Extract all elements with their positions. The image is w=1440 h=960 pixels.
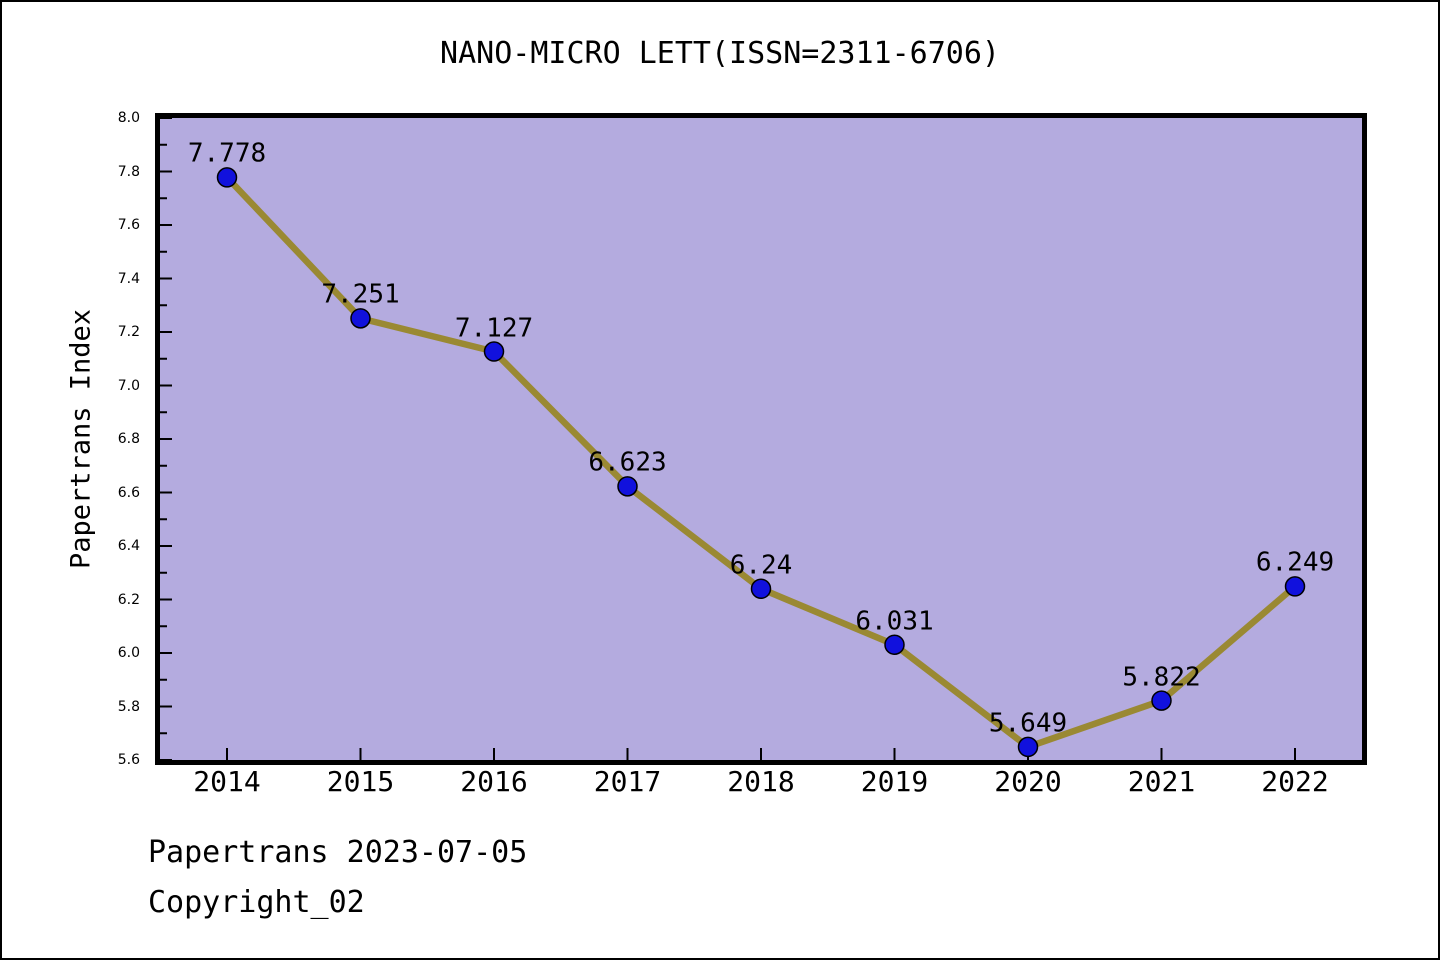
data-point-label: 6.031 — [855, 606, 934, 637]
data-point-marker — [617, 476, 638, 497]
y-tick-label: 6.4 — [117, 538, 140, 554]
y-tick-label: 5.6 — [117, 752, 140, 768]
data-point-label: 7.778 — [187, 139, 267, 170]
x-axis-tick-labels: 2014 2015 2016 2017 2018 2019 2020 2021 2022 — [160, 765, 1362, 807]
data-point-marker — [216, 167, 238, 188]
data-point-label: 6.623 — [588, 448, 667, 479]
data-point-label: 7.127 — [454, 313, 534, 344]
y-tick-label: 7.0 — [117, 377, 140, 394]
x-tick-label: 2017 — [593, 765, 662, 798]
data-point-marker — [1284, 576, 1306, 597]
y-tick-label: 7.6 — [117, 217, 140, 233]
y-tick-label: 7.2 — [117, 324, 140, 340]
y-tick-label: 5.8 — [117, 698, 140, 715]
plot-area: 7.778 7.251 7.127 6.623 6.24 6.031 5.649 5.822 6… — [155, 113, 1367, 765]
data-point-label: 6.24 — [729, 550, 793, 581]
data-point-marker — [1151, 690, 1172, 711]
x-tick-label: 2021 — [1127, 765, 1196, 798]
y-tick-label: 6.6 — [117, 484, 140, 501]
y-tick-label: 6.2 — [117, 591, 140, 608]
chart-title: NANO-MICRO LETT(ISSN=2311-6706) — [440, 36, 1000, 71]
x-tick-label: 2015 — [326, 765, 395, 798]
y-tick-label: 6.0 — [117, 645, 140, 661]
data-point-marker — [350, 308, 371, 329]
data-point-marker — [483, 341, 505, 362]
footer-copyright-text: Copyright_02 — [148, 885, 365, 920]
x-tick-label: 2019 — [860, 765, 929, 798]
y-tick-label: 7.8 — [117, 163, 140, 180]
data-point-label: 5.822 — [1122, 662, 1201, 693]
y-tick-label: 6.8 — [117, 431, 140, 447]
chart-canvas — [160, 118, 1306, 760]
y-tick-label: 7.4 — [117, 270, 140, 287]
x-tick-label: 2018 — [727, 765, 795, 798]
data-point-marker — [750, 578, 772, 600]
data-point-label: 7.251 — [321, 280, 400, 311]
x-tick-label: 2016 — [460, 765, 528, 798]
data-point-marker — [884, 634, 905, 655]
data-point-label: 5.649 — [988, 708, 1068, 739]
y-tick-label: 8.0 — [117, 110, 140, 126]
data-point-marker — [1017, 736, 1039, 758]
x-tick-label: 2020 — [994, 765, 1062, 798]
footer-date-text: Papertrans 2023-07-05 — [148, 835, 528, 870]
y-axis-tick-labels: 8.0 7.8 7.6 7.4 7.2 7.0 6.8 6.6 6.4 6.2 6.0 5.8 5.6 — [0, 110, 148, 768]
x-tick-label: 2022 — [1261, 765, 1329, 798]
data-point-label: 6.249 — [1255, 548, 1335, 579]
x-tick-label: 2014 — [193, 765, 261, 798]
